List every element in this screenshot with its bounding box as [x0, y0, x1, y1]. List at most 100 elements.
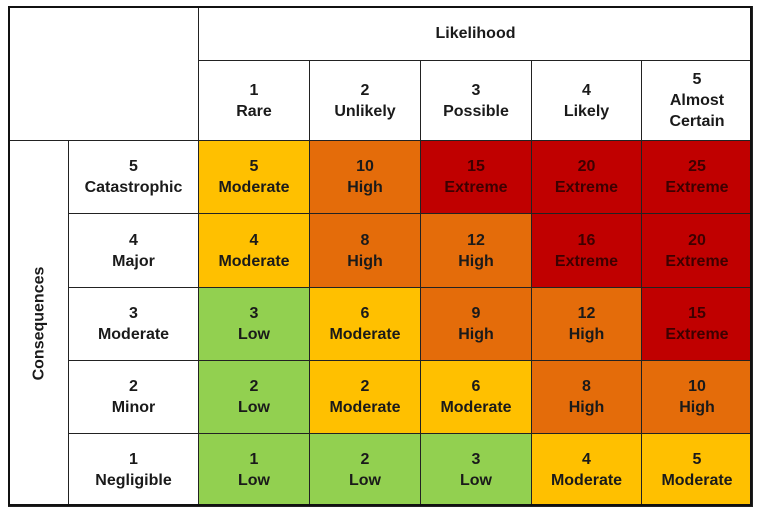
row-header: 3 Moderate [68, 287, 199, 361]
column-label: Rare [236, 102, 272, 120]
risk-cell: 3 Low [198, 287, 310, 361]
risk-rating: Moderate [329, 399, 401, 416]
risk-score: 15 [688, 305, 706, 322]
risk-rating: High [458, 252, 494, 270]
risk-cell: 4 Moderate [531, 433, 642, 507]
risk-cell: 2 Low [309, 433, 421, 507]
column-level: 4 [582, 81, 591, 99]
risk-score: 25 [688, 158, 706, 175]
risk-cell: 6 Moderate [309, 287, 421, 361]
row-label: Minor [111, 399, 156, 416]
risk-cell: 10 High [641, 360, 753, 434]
risk-cell: 5 Moderate [641, 433, 753, 507]
risk-score: 6 [471, 378, 481, 395]
row-header: 5 Catastrophic [68, 140, 199, 214]
risk-score: 3 [249, 305, 259, 322]
risk-score: 20 [688, 231, 706, 249]
risk-rating: Extreme [665, 179, 729, 196]
column-title: Likelihood [435, 25, 516, 42]
risk-score: 12 [467, 231, 485, 249]
row-label: Moderate [97, 326, 170, 343]
risk-cell: 3 Low [420, 433, 532, 507]
row-header: 1 Negligible [68, 433, 199, 507]
risk-cell: 16 Extreme [531, 213, 642, 288]
risk-rating: High [568, 399, 605, 416]
risk-rating: Moderate [218, 252, 290, 270]
risk-rating: Moderate [661, 472, 733, 489]
risk-rating: Extreme [444, 179, 508, 196]
risk-score: 4 [582, 451, 591, 468]
row-label: Major [112, 252, 155, 270]
risk-score: 8 [360, 231, 370, 249]
risk-score: 5 [692, 451, 702, 468]
risk-rating: High [347, 179, 383, 196]
risk-rating: Moderate [329, 326, 401, 343]
risk-cell: 8 High [531, 360, 642, 434]
risk-rating: High [347, 252, 383, 270]
column-header: 4 Likely [531, 60, 642, 141]
risk-cell: 12 High [531, 287, 642, 361]
risk-score: 15 [467, 158, 485, 175]
risk-score: 12 [577, 305, 596, 322]
risk-score: 2 [360, 451, 370, 468]
risk-cell: 25 Extreme [641, 140, 753, 214]
column-label: Possible [443, 102, 509, 120]
column-header: 2 Unlikely [309, 60, 421, 141]
column-label: Likely [563, 102, 610, 120]
column-header: 1 Rare [198, 60, 310, 141]
risk-rating: Moderate [550, 472, 623, 489]
row-title-cell: Consequences [8, 140, 69, 507]
risk-score: 2 [360, 378, 370, 395]
risk-cell: 15 Extreme [420, 140, 532, 214]
risk-score: 2 [249, 378, 259, 395]
risk-score: 10 [688, 378, 706, 395]
corner-cell [8, 6, 199, 141]
risk-cell: 1 Low [198, 433, 310, 507]
risk-rating: Low [238, 399, 270, 416]
risk-score: 16 [577, 231, 596, 249]
risk-cell: 6 Moderate [420, 360, 532, 434]
risk-rating: Low [238, 326, 270, 343]
risk-cell: 15 Extreme [641, 287, 753, 361]
risk-score: 20 [577, 158, 596, 175]
column-header: 5 Almost Certain [641, 60, 753, 141]
risk-rating: High [458, 326, 494, 343]
risk-score: 3 [471, 451, 481, 468]
risk-rating: Moderate [440, 399, 512, 416]
risk-rating: High [568, 326, 605, 343]
risk-rating: Low [349, 472, 381, 489]
risk-cell: 4 Moderate [198, 213, 310, 288]
column-level: 2 [360, 81, 370, 99]
row-level: 3 [129, 305, 138, 322]
row-level: 4 [129, 231, 138, 249]
row-title: Consequences [30, 266, 47, 381]
column-level: 5 [692, 71, 702, 88]
column-label: Almost Certain [669, 92, 725, 130]
column-title-cell: Likelihood [198, 6, 753, 61]
risk-score: 4 [249, 231, 259, 249]
risk-rating: Moderate [218, 179, 290, 196]
risk-cell: 10 High [309, 140, 421, 214]
row-level: 2 [129, 378, 138, 395]
risk-rating: Low [460, 472, 492, 489]
row-label: Negligible [95, 472, 172, 489]
risk-cell: 5 Moderate [198, 140, 310, 214]
risk-score: 9 [471, 305, 481, 322]
risk-rating: Extreme [554, 252, 619, 270]
row-level: 1 [129, 451, 138, 468]
risk-cell: 20 Extreme [641, 213, 753, 288]
risk-cell: 2 Moderate [309, 360, 421, 434]
row-level: 5 [129, 158, 138, 175]
risk-rating: Extreme [665, 326, 729, 343]
risk-cell: 2 Low [198, 360, 310, 434]
risk-cell: 9 High [420, 287, 532, 361]
risk-score: 1 [249, 451, 259, 468]
column-header: 3 Possible [420, 60, 532, 141]
risk-rating: Low [238, 472, 270, 489]
row-label: Catastrophic [84, 179, 183, 196]
risk-cell: 20 Extreme [531, 140, 642, 214]
risk-rating: High [679, 399, 715, 416]
row-header: 2 Minor [68, 360, 199, 434]
risk-cell: 12 High [420, 213, 532, 288]
